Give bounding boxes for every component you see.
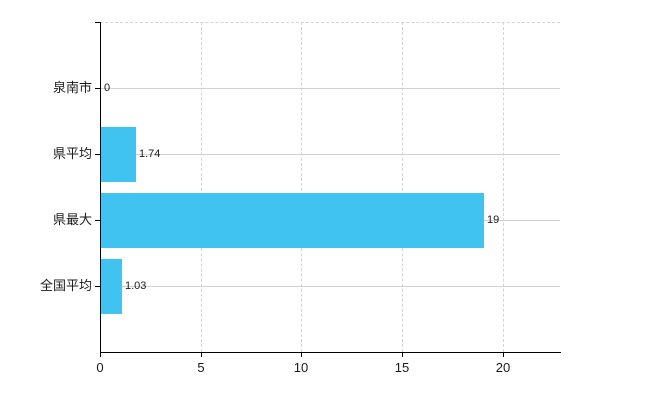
bar[interactable] [101,127,136,182]
x-tick-mark [402,352,403,357]
x-tick-mark [100,352,101,357]
v-gridline [201,22,202,352]
value-label: 19 [487,214,500,226]
v-gridline [301,22,302,352]
category-label: 県最大 [52,212,92,227]
v-gridline [503,22,504,352]
value-label: 1.74 [139,148,161,160]
y-axis-top-tick [95,22,100,23]
h-gridline [101,88,560,89]
y-tick-mark [95,286,100,287]
h-gridline [101,286,560,287]
x-tick-label: 0 [96,360,104,375]
y-tick-mark [95,88,100,89]
value-label: 1.03 [125,280,147,292]
category-label: 泉南市 [52,80,92,95]
v-gridline [402,22,403,352]
x-tick-label: 15 [394,360,410,375]
category-label: 全国平均 [39,278,92,293]
x-axis-line [100,352,561,353]
y-axis-line [100,22,101,352]
bar[interactable] [101,259,122,314]
x-tick-label: 20 [495,360,511,375]
category-label: 県平均 [52,146,92,161]
x-tick-label: 10 [293,360,309,375]
x-tick-mark [503,352,504,357]
x-tick-label: 5 [197,360,205,375]
y-tick-mark [95,220,100,221]
bar[interactable] [101,193,484,248]
y-tick-mark [95,154,100,155]
plot-top-border [100,22,560,23]
x-tick-mark [301,352,302,357]
x-tick-mark [201,352,202,357]
value-label: 0 [104,82,111,94]
h-gridline [101,154,560,155]
